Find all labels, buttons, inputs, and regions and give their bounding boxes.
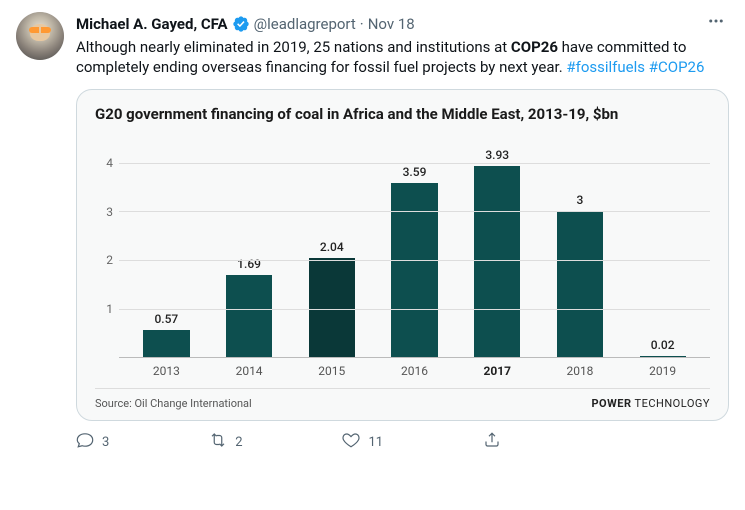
x-tick-label: 2016 — [373, 364, 456, 378]
y-tick-label: 2 — [106, 253, 113, 267]
share-icon — [483, 431, 501, 453]
separator-dot: · — [360, 14, 364, 34]
hashtag-fossilfuels[interactable]: #fossilfuels — [566, 58, 645, 76]
chart-plot: 0.57 1.69 2.04 3.59 3.93 3 0.02 — [119, 138, 710, 358]
verified-badge-icon — [232, 15, 250, 33]
like-button[interactable]: 11 — [342, 431, 383, 453]
reply-icon — [76, 431, 94, 453]
chart-x-axis: 2013201420152016201720182019 — [95, 358, 710, 378]
bar — [557, 211, 603, 357]
tweet-text: Although nearly eliminated in 2019, 25 n… — [76, 37, 729, 77]
chart-y-axis: 1 2 3 4 — [95, 138, 119, 358]
y-tick-label: 4 — [106, 156, 113, 170]
bar-slot: 1.69 — [208, 138, 291, 357]
bar-value-label: 0.57 — [154, 312, 178, 326]
tweet-date[interactable]: Nov 18 — [368, 14, 415, 34]
bar-slot: 3 — [539, 138, 622, 357]
x-tick-label: 2013 — [125, 364, 208, 378]
bar-slot: 2.04 — [290, 138, 373, 357]
handle[interactable]: @leadlagreport — [254, 14, 356, 34]
bar-value-label: 3.59 — [403, 165, 427, 179]
bar-value-label: 0.02 — [651, 338, 675, 352]
retweet-count: 2 — [235, 435, 242, 450]
x-tick-label: 2019 — [621, 364, 704, 378]
y-tick-label: 1 — [106, 302, 113, 316]
retweet-button[interactable]: 2 — [209, 431, 242, 453]
x-tick-label: 2018 — [539, 364, 622, 378]
heart-icon — [342, 431, 360, 453]
bar — [226, 275, 272, 357]
bar — [640, 356, 686, 357]
chart-brand: POWER TECHNOLOGY — [591, 397, 710, 410]
x-tick-label: 2015 — [290, 364, 373, 378]
bar-value-label: 3 — [577, 193, 584, 207]
reply-button[interactable]: 3 — [76, 431, 109, 453]
display-name[interactable]: Michael A. Gayed, CFA — [76, 14, 228, 34]
like-count: 11 — [368, 435, 383, 450]
hashtag-cop26[interactable]: #COP26 — [649, 58, 705, 76]
y-tick-label: 3 — [106, 205, 113, 219]
x-tick-label: 2017 — [456, 364, 539, 378]
x-tick-label: 2014 — [208, 364, 291, 378]
bar — [391, 183, 437, 358]
bar-slot: 0.02 — [621, 138, 704, 357]
bar-value-label: 3.93 — [485, 148, 509, 162]
share-button[interactable] — [483, 431, 501, 453]
reply-count: 3 — [102, 435, 109, 450]
chart-card[interactable]: G20 government financing of coal in Afri… — [76, 89, 729, 421]
more-icon[interactable] — [703, 12, 729, 35]
bar-value-label: 2.04 — [320, 240, 344, 254]
bar-slot: 0.57 — [125, 138, 208, 357]
avatar[interactable] — [16, 12, 64, 60]
chart-source: Source: Oil Change International — [95, 397, 252, 410]
bar — [474, 166, 520, 357]
bar-slot: 3.59 — [373, 138, 456, 357]
bar — [143, 330, 189, 358]
bar-slot: 3.93 — [456, 138, 539, 357]
chart-title: G20 government financing of coal in Afri… — [95, 104, 710, 124]
retweet-icon — [209, 431, 227, 453]
